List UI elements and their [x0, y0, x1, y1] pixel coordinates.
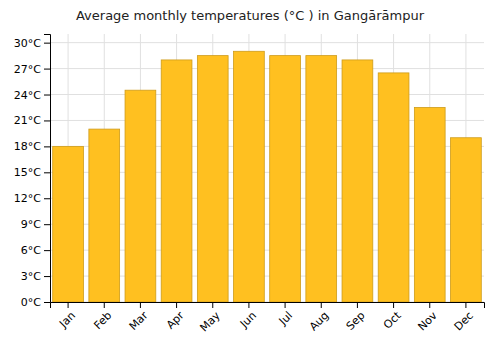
bar — [414, 107, 445, 302]
tick: 27°C — [14, 63, 50, 76]
tick: Feb — [91, 302, 114, 332]
tick-mark — [44, 43, 50, 44]
tick-label: Apr — [164, 309, 187, 332]
tick: 30°C — [14, 37, 50, 50]
tick-mark — [44, 276, 50, 277]
tick-label: Feb — [91, 309, 114, 332]
tick-label: Jul — [276, 309, 295, 328]
tick: Nov — [415, 302, 440, 333]
bar — [451, 138, 482, 302]
tick-label: Mar — [127, 309, 151, 333]
tick-label: 27°C — [14, 63, 41, 76]
bars — [53, 51, 482, 302]
tick-mark — [44, 120, 50, 121]
tick-mark — [44, 250, 50, 251]
tick-mark — [104, 302, 105, 308]
tick-mark — [68, 302, 69, 308]
tick: Sep — [344, 302, 368, 333]
tick-label: 12°C — [14, 192, 41, 205]
tick: 3°C — [21, 270, 50, 283]
tick: Jul — [276, 302, 295, 328]
tick-mark — [393, 302, 394, 308]
tick-mark — [44, 224, 50, 225]
tick-label: 3°C — [21, 270, 41, 283]
bar — [306, 56, 337, 302]
tick: Apr — [164, 302, 187, 332]
title: Average monthly temperatures (°C ) in Ga… — [76, 8, 425, 23]
tick-label: 30°C — [14, 37, 41, 50]
tick-mark — [44, 172, 50, 173]
tick-label: Oct — [381, 309, 404, 332]
tick-label: 15°C — [14, 166, 41, 179]
tick: Oct — [381, 302, 404, 332]
tick-mark — [140, 302, 141, 308]
axis-line — [51, 303, 485, 309]
tick: Aug — [307, 302, 331, 333]
x-axis: Jan Feb Mar Apr May Jun Jul Aug Sep Oct Nov Dec — [51, 302, 485, 334]
tick-label: Nov — [415, 309, 440, 334]
grid-line — [50, 94, 484, 95]
tick-mark — [212, 302, 213, 308]
bar — [270, 56, 301, 302]
tick-label: Jun — [237, 309, 259, 331]
bar — [378, 73, 409, 302]
tick-mark — [44, 95, 50, 96]
plot: 0°C 3°C 6°C 9°C 12°C 15°C 18°C 21°C 24°C 27°C 30°C… — [14, 34, 485, 334]
tick: Jan — [56, 302, 78, 331]
tick-label: 6°C — [21, 244, 41, 257]
tick: 21°C — [14, 114, 50, 127]
bar — [161, 60, 192, 302]
tick: 24°C — [14, 89, 50, 102]
axis-line — [44, 35, 51, 303]
tick-label: 18°C — [14, 140, 41, 153]
tick-mark — [176, 302, 177, 308]
tick-mark — [44, 302, 50, 303]
tick: 6°C — [21, 244, 50, 257]
bar — [197, 56, 228, 302]
bar — [89, 129, 120, 302]
tick-mark — [44, 198, 50, 199]
tick-label: 24°C — [14, 89, 41, 102]
tick-label: 0°C — [21, 296, 41, 309]
tick-label: May — [198, 309, 224, 335]
tick-mark — [321, 302, 322, 308]
tick-label: Sep — [344, 309, 368, 333]
tick: 9°C — [21, 218, 50, 231]
tick-label: Aug — [307, 309, 331, 333]
tick-mark — [357, 302, 358, 308]
tick: Mar — [127, 302, 151, 333]
bar — [234, 51, 265, 302]
bar — [53, 146, 84, 302]
tick-label: 9°C — [21, 218, 41, 231]
tick: 12°C — [14, 192, 50, 205]
y-axis: 0°C 3°C 6°C 9°C 12°C 15°C 18°C 21°C 24°C 27°C 30°C — [14, 35, 51, 310]
tick: 0°C — [21, 296, 50, 309]
tick: 18°C — [14, 140, 50, 153]
bar — [342, 60, 373, 302]
chart: 0°C 3°C 6°C 9°C 12°C 15°C 18°C 21°C 24°C 27°C 30°C… — [0, 0, 500, 350]
tick: Jun — [237, 302, 259, 331]
tick: May — [198, 302, 224, 334]
tick-mark — [44, 69, 50, 70]
tick-mark — [429, 302, 430, 308]
tick-label: Dec — [452, 309, 476, 333]
tick-mark — [285, 302, 286, 308]
grid — [50, 34, 484, 302]
tick-label: Jan — [56, 309, 78, 331]
tick-mark — [465, 302, 466, 308]
grid-line — [50, 68, 484, 69]
tick-mark — [44, 146, 50, 147]
tick: Dec — [452, 302, 476, 333]
bar — [125, 90, 156, 302]
tick-label: 21°C — [14, 114, 41, 127]
tick-mark — [248, 302, 249, 308]
grid-line — [50, 42, 484, 43]
tick: 15°C — [14, 166, 50, 179]
